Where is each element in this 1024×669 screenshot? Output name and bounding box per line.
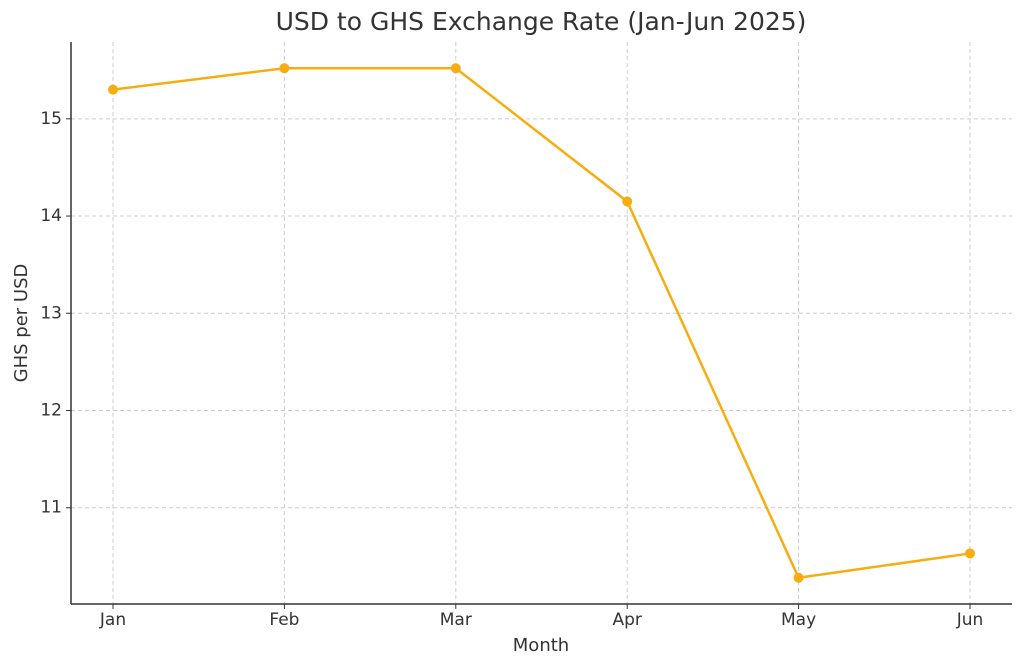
y-tick-label: 13 xyxy=(40,303,62,323)
x-tick-label: May xyxy=(781,610,816,630)
y-axis-label: GHS per USD xyxy=(11,264,32,383)
point xyxy=(793,572,804,583)
x-tick-label: Feb xyxy=(269,610,299,630)
x-tick-label: Jun xyxy=(956,610,984,630)
x-tick-label: Jan xyxy=(99,610,126,630)
x-tick-label: Apr xyxy=(612,610,641,630)
point xyxy=(279,63,290,74)
point xyxy=(450,63,461,74)
point xyxy=(965,548,975,559)
line xyxy=(112,67,971,580)
point xyxy=(622,196,633,207)
point xyxy=(108,84,118,95)
y-tick-label: 11 xyxy=(40,498,62,518)
y-tick-label: 12 xyxy=(40,401,62,421)
chart-title: USD to GHS Exchange Rate (Jan-Jun 2025) xyxy=(276,7,807,36)
x-tick-label: Mar xyxy=(440,610,472,630)
x-axis-label: Month xyxy=(513,635,569,656)
y-tick-label: 14 xyxy=(40,206,62,226)
y-tick-label: 15 xyxy=(40,109,62,129)
